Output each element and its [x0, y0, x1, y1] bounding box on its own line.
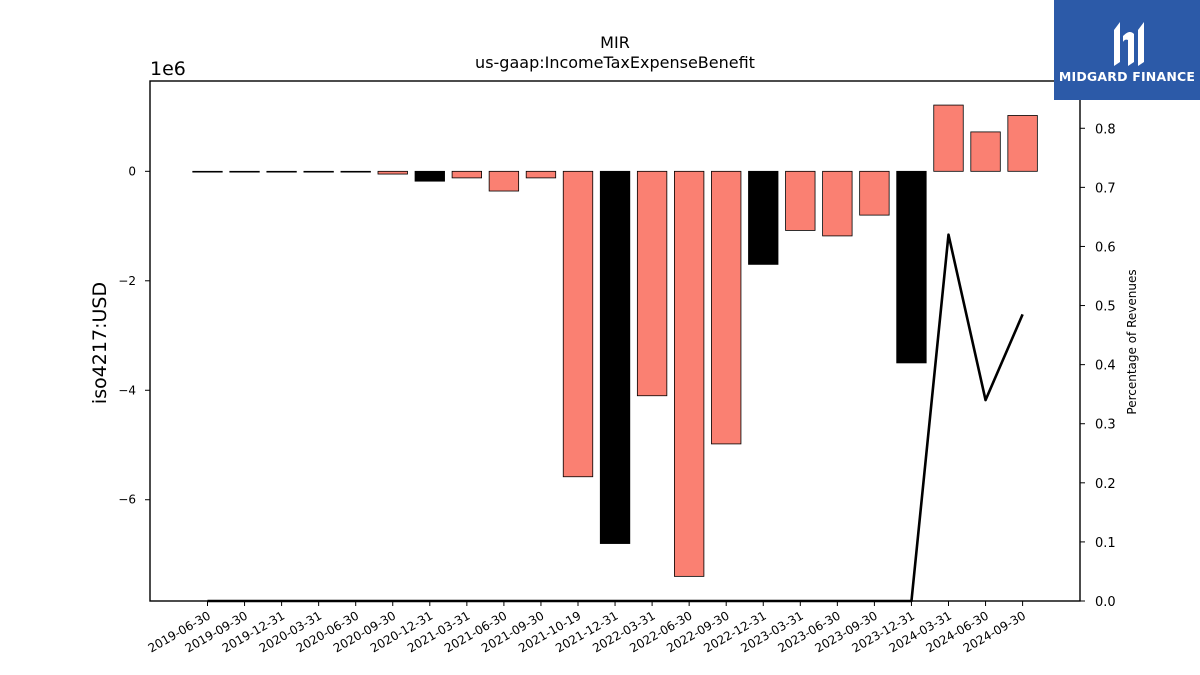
bar — [896, 170, 927, 364]
bar — [785, 170, 816, 231]
y-offset-label: 1e6 — [150, 58, 186, 80]
bar — [970, 131, 1001, 172]
bar — [414, 170, 445, 182]
y2-tick-label: 0.7 — [1095, 181, 1116, 196]
y2-tick-label: 0.2 — [1095, 477, 1116, 492]
y2-axis-label: Percentage of Revenues — [1125, 269, 1139, 414]
bar — [562, 170, 594, 478]
bar — [748, 170, 779, 265]
bar — [229, 170, 260, 173]
bar — [933, 104, 964, 172]
y2-tick-label: 0.5 — [1095, 300, 1116, 315]
y-tick-label: −6 — [118, 493, 136, 507]
logo-mark-icon — [1114, 22, 1144, 66]
bar — [859, 170, 890, 216]
bar — [192, 170, 223, 173]
bar — [822, 170, 853, 237]
bars-layer — [192, 104, 1038, 577]
y2-tick-label: 0.0 — [1095, 595, 1116, 610]
y-axis-label: iso4217:USD — [89, 282, 111, 404]
bar — [599, 170, 631, 544]
logo-name: MIDGARD FINANCE — [1058, 69, 1196, 84]
y-tick-label: −2 — [118, 274, 136, 288]
bar — [636, 170, 668, 397]
chart-subtitle: us-gaap:IncomeTaxExpenseBenefit — [475, 53, 755, 72]
bar — [711, 170, 742, 445]
y2-tick-label: 0.4 — [1095, 359, 1116, 374]
bar — [377, 170, 408, 175]
chart-title: MIR — [600, 33, 630, 52]
bar — [340, 170, 371, 173]
y2-tick-label: 0.8 — [1095, 122, 1116, 137]
y2-tick-label: 0.6 — [1095, 240, 1116, 255]
bar — [303, 170, 334, 173]
brand-logo: MIDGARD FINANCE — [1054, 0, 1200, 100]
y2-tick-label: 0.3 — [1095, 418, 1116, 433]
bar — [488, 170, 520, 192]
y2-tick-label: 0.1 — [1095, 536, 1116, 551]
bar — [451, 170, 483, 179]
bar — [674, 170, 705, 577]
bar — [525, 170, 557, 179]
bar — [1007, 115, 1038, 172]
y-tick-label: 0 — [128, 164, 136, 178]
bar — [266, 170, 297, 173]
y-tick-label: −4 — [118, 383, 136, 397]
